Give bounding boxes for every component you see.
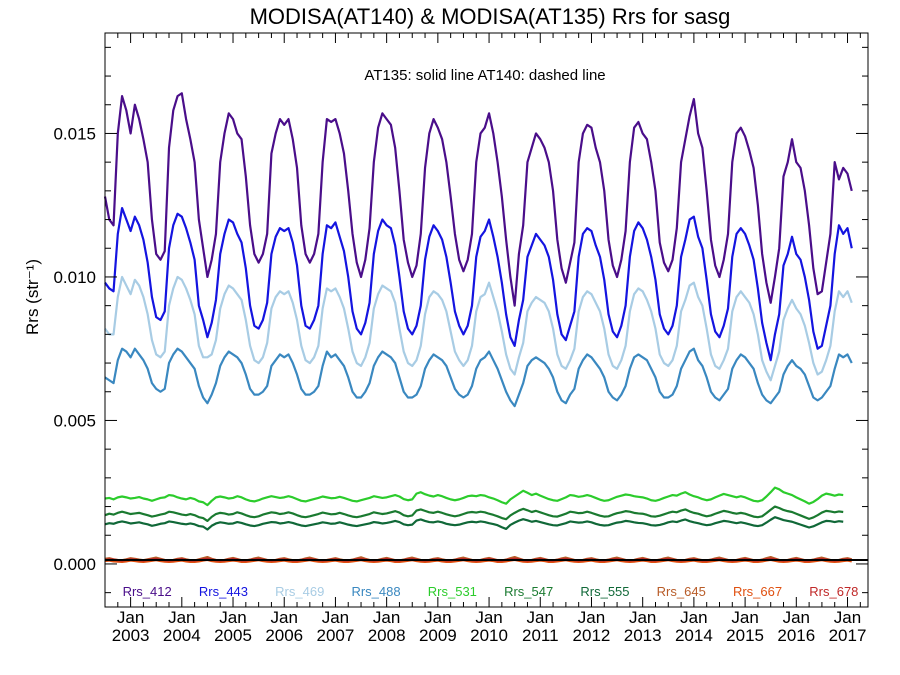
x-tick-label-month: Jan	[117, 608, 144, 627]
x-tick-label-year: 2008	[368, 626, 406, 645]
x-tick-label-year: 2017	[829, 626, 867, 645]
legend: Rrs_412 Rrs_443 Rrs_469 Rrs_488 Rrs_531 Rrs_5…	[123, 584, 859, 599]
series-line-rrs-531	[104, 486, 844, 507]
legend-entry: Rrs_667	[733, 584, 782, 599]
x-tick-label-year: 2011	[522, 626, 559, 645]
legend-entry: Rrs_678	[809, 584, 858, 599]
series-line-rrs-488	[104, 347, 853, 408]
x-tick-label-month: Jan	[629, 608, 656, 627]
y-tick-label: 0.005	[53, 411, 96, 430]
x-tick-label-month: Jan	[219, 608, 246, 627]
series-line-rrs-443	[104, 206, 853, 362]
x-tick-label-year: 2007	[317, 626, 355, 645]
legend-entry: Rrs_469	[275, 584, 324, 599]
y-axis-tick-labels: 0.000 0.005 0.010 0.015	[53, 124, 96, 574]
x-tick-label-month: Jan	[322, 608, 349, 627]
x-tick-label-month: Jan	[475, 608, 502, 627]
y-tick-label: 0.010	[53, 268, 96, 287]
plot-frame	[104, 32, 869, 608]
legend-entry: Rrs_412	[123, 584, 172, 599]
x-tick-label-year: 2003	[112, 626, 150, 645]
series-line-rrs-412	[103, 92, 853, 307]
legend-entry: Rrs_443	[199, 584, 248, 599]
x-tick-label-year: 2006	[265, 626, 303, 645]
legend-entry: Rrs_645	[657, 584, 706, 599]
y-axis-title: Rrs (str⁻¹)	[23, 259, 42, 335]
x-tick-label-year: 2009	[419, 626, 457, 645]
series-line-rrs-469	[104, 275, 853, 382]
legend-entry: Rrs_488	[351, 584, 400, 599]
chart-title: MODISA(AT140) & MODISA(AT135) Rrs for sa…	[250, 4, 731, 29]
x-tick-label-year: 2013	[624, 626, 662, 645]
axis-ticks	[104, 33, 868, 607]
x-tick-label-month: Jan	[271, 608, 298, 627]
x-tick-label-month: Jan	[680, 608, 707, 627]
legend-entry: Rrs_531	[428, 584, 477, 599]
x-tick-label-month: Jan	[578, 608, 605, 627]
x-tick-label-year: 2004	[163, 626, 201, 645]
x-tick-label-month: Jan	[834, 608, 861, 627]
x-tick-label-month: Jan	[373, 608, 400, 627]
legend-entry: Rrs_547	[504, 584, 553, 599]
x-tick-label-year: 2012	[573, 626, 611, 645]
x-tick-label-year: 2014	[675, 626, 713, 645]
y-tick-label: 0.015	[53, 124, 96, 143]
x-tick-label-month: Jan	[527, 608, 554, 627]
x-tick-label-month: Jan	[783, 608, 810, 627]
y-tick-label: 0.000	[53, 555, 96, 574]
line-style-annotation: AT135: solid line AT140: dashed line	[364, 67, 605, 84]
x-tick-label-month: Jan	[424, 608, 451, 627]
x-tick-label-year: 2005	[214, 626, 252, 645]
series-line-rrs-547	[104, 505, 844, 523]
x-tick-label-month: Jan	[168, 608, 195, 627]
legend-entry: Rrs_555	[580, 584, 629, 599]
x-axis-tick-labels: Jan2003Jan2004Jan2005Jan2006Jan2007Jan20…	[112, 608, 867, 645]
x-tick-label-month: Jan	[731, 608, 758, 627]
series-line-rrs-555	[104, 516, 844, 531]
x-tick-label-year: 2016	[777, 626, 815, 645]
x-tick-label-year: 2010	[470, 626, 508, 645]
x-tick-label-year: 2015	[726, 626, 764, 645]
